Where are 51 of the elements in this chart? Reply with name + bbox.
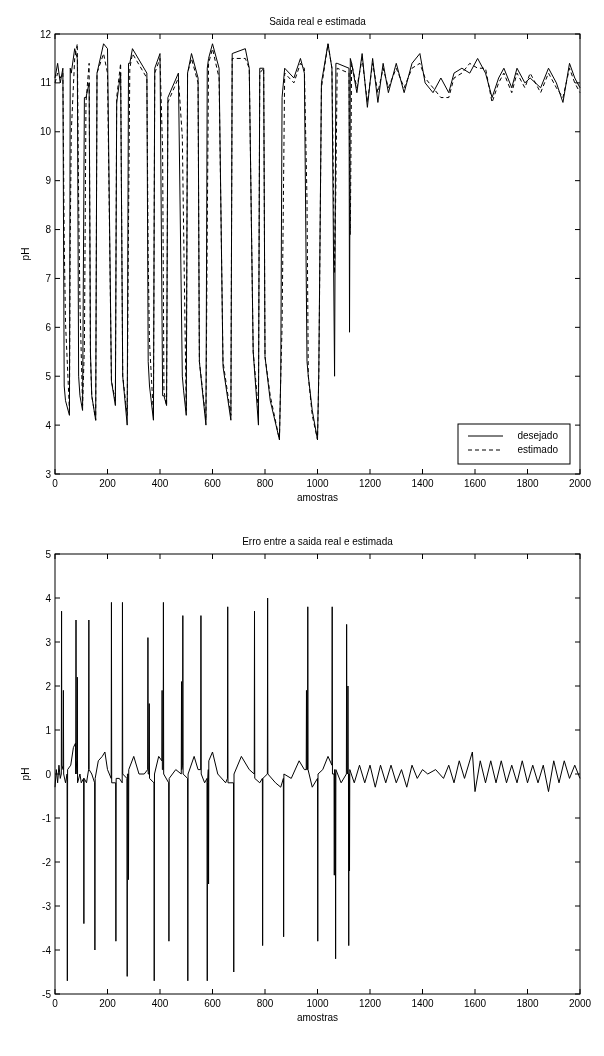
y-axis-title: pH xyxy=(20,767,31,781)
y-tick-label: 4 xyxy=(45,419,52,431)
x-tick-label: 1200 xyxy=(358,998,382,1009)
x-tick-label: 400 xyxy=(151,478,169,489)
x-tick-label: 200 xyxy=(99,478,117,489)
legend-label: desejado xyxy=(517,430,559,441)
x-axis-title: amostras xyxy=(296,492,339,503)
y-tick-label: -1 xyxy=(42,812,52,824)
y-tick-label: 6 xyxy=(45,321,52,333)
x-tick-label: 1800 xyxy=(516,478,540,489)
y-tick-label: 5 xyxy=(45,370,52,382)
chart-title: Saida real e estimada xyxy=(269,16,367,27)
y-tick-label: 1 xyxy=(45,724,52,736)
x-tick-label: 0 xyxy=(52,478,59,489)
x-axis-title: amostras xyxy=(296,1012,339,1023)
y-tick-label: 3 xyxy=(45,636,52,648)
x-tick-label: 600 xyxy=(204,478,222,489)
y-tick-label: 10 xyxy=(39,126,52,138)
legend-label: estimado xyxy=(517,444,559,455)
x-tick-label: 1000 xyxy=(306,998,330,1009)
y-tick-label: -5 xyxy=(42,988,52,1000)
chart-title: Erro entre a saida real e estimada xyxy=(242,536,394,547)
x-tick-label: 1400 xyxy=(411,998,435,1009)
x-tick-label: 0 xyxy=(52,998,59,1009)
y-tick-label: 9 xyxy=(45,175,52,187)
x-tick-label: 2000 xyxy=(568,998,592,1009)
y-tick-label: -2 xyxy=(42,856,52,868)
y-tick-label: 4 xyxy=(45,592,52,604)
y-tick-label: 5 xyxy=(45,548,52,560)
x-tick-label: 2000 xyxy=(568,478,592,489)
y-tick-label: 7 xyxy=(45,272,52,284)
y-tick-label: 8 xyxy=(45,224,52,236)
x-tick-label: 1600 xyxy=(463,478,487,489)
x-tick-label: 600 xyxy=(204,998,222,1009)
x-tick-label: 1400 xyxy=(411,478,435,489)
y-axis-title: pH xyxy=(20,247,31,261)
y-tick-label: -3 xyxy=(42,900,52,912)
y-tick-label: 12 xyxy=(39,28,52,40)
y-tick-label: 0 xyxy=(45,768,52,780)
y-tick-label: 2 xyxy=(45,680,52,692)
x-tick-label: 400 xyxy=(151,998,169,1009)
y-tick-label: 11 xyxy=(40,77,52,89)
y-tick-label: -4 xyxy=(42,944,52,956)
x-tick-label: 200 xyxy=(99,998,117,1009)
x-tick-label: 1800 xyxy=(516,998,540,1009)
x-tick-label: 1600 xyxy=(463,998,487,1009)
x-tick-label: 800 xyxy=(256,478,274,489)
x-tick-label: 1000 xyxy=(306,478,330,489)
x-tick-label: 1200 xyxy=(358,478,382,489)
x-tick-label: 800 xyxy=(256,998,274,1009)
y-tick-label: 3 xyxy=(45,468,52,480)
